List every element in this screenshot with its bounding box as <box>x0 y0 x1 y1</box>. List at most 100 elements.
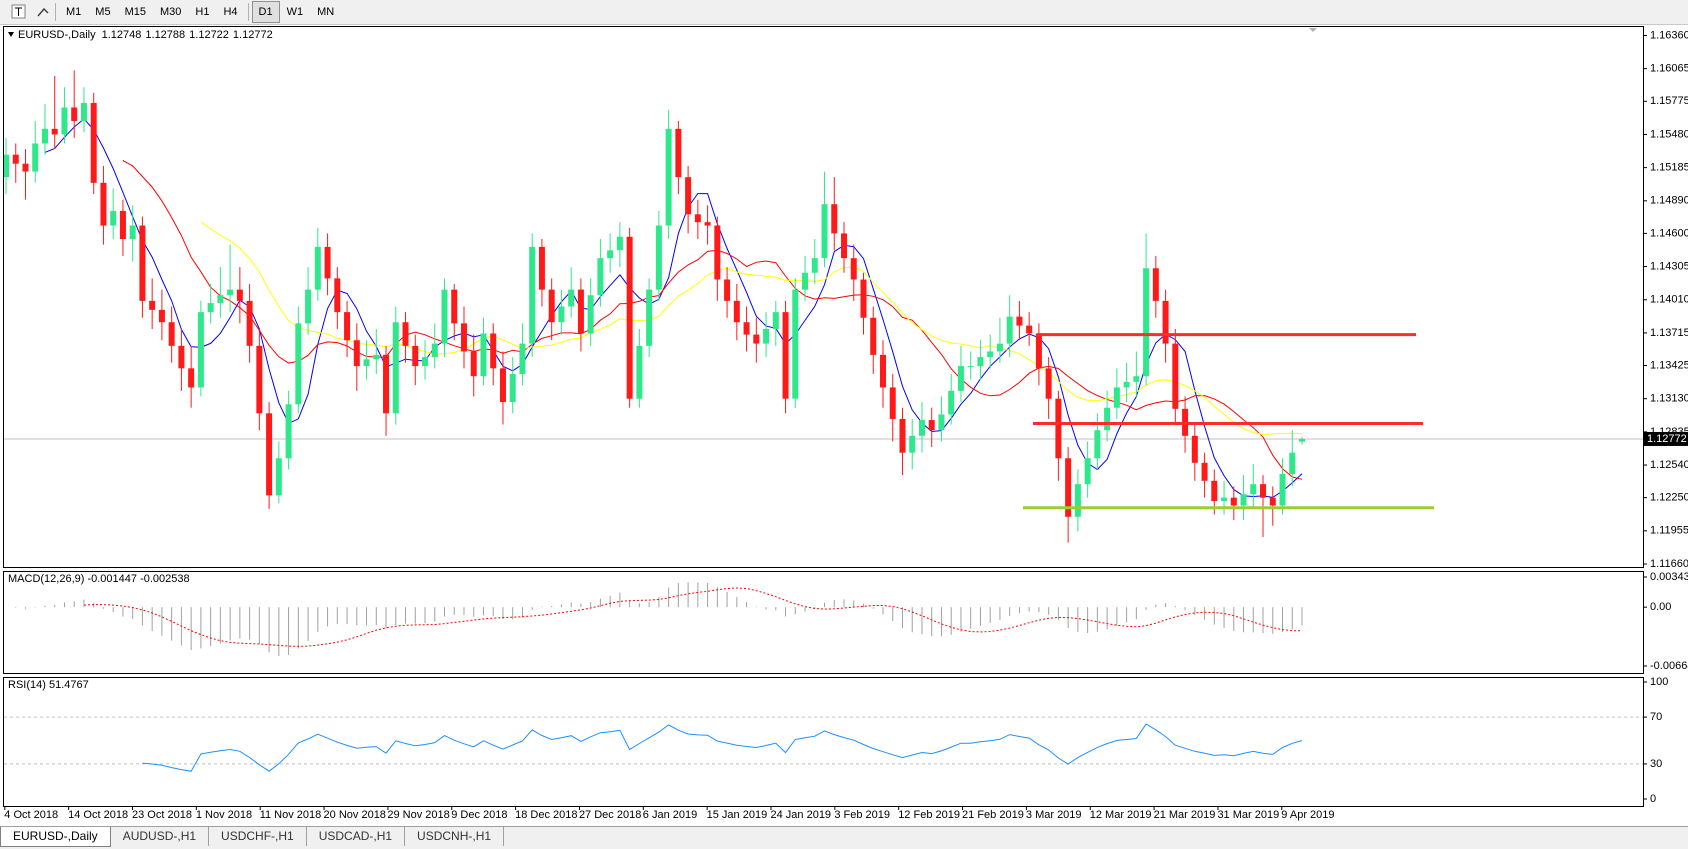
candle-body <box>1279 474 1286 506</box>
x-tick-label: 1 Nov 2018 <box>196 809 252 821</box>
candle-body <box>499 368 506 403</box>
x-tick-label: 23 Oct 2018 <box>132 809 192 821</box>
candle-body <box>1104 407 1111 431</box>
candle-body <box>957 366 964 391</box>
candle-body <box>1055 398 1062 459</box>
candle-body <box>100 182 107 226</box>
candle-body <box>948 390 955 415</box>
x-tick-label: 24 Jan 2019 <box>771 809 832 821</box>
panel-layer <box>142 723 1303 772</box>
candle-body <box>188 368 195 388</box>
moving-average <box>44 118 1303 498</box>
chart-tab[interactable]: AUDUSD-,H1 <box>111 827 210 846</box>
timeframe-button[interactable]: M30 <box>159 6 182 18</box>
candle-body <box>227 289 234 296</box>
candle-body <box>1201 462 1208 481</box>
y-tick-label: 1.11955 <box>1650 525 1688 537</box>
candle-body <box>392 322 399 414</box>
candle-body <box>149 300 156 310</box>
x-tick-label: 12 Mar 2019 <box>1090 809 1152 821</box>
objects-icon[interactable] <box>37 7 49 17</box>
macd-signal <box>83 587 1303 647</box>
candle-body <box>860 279 867 318</box>
candle-body <box>383 354 390 414</box>
candle-body <box>139 225 146 301</box>
candle-body <box>607 250 614 259</box>
candle-body <box>1191 435 1198 463</box>
timeframe-button[interactable]: MN <box>317 6 335 18</box>
candle-body <box>909 435 916 453</box>
candle-body <box>1269 497 1276 506</box>
candle-body <box>451 289 458 324</box>
y-tick-label: 1.13425 <box>1650 359 1688 371</box>
price-tag <box>1644 431 1688 446</box>
candle-body <box>246 300 253 346</box>
candle-body <box>568 289 575 307</box>
macd-tick-label: -0.006686 <box>1650 660 1688 672</box>
candle-body <box>1084 458 1091 485</box>
x-tick-label: 3 Feb 2019 <box>834 809 890 821</box>
x-tick-label: 15 Jan 2019 <box>707 809 768 821</box>
rsi-label: RSI(14) 51.4767 <box>8 679 89 691</box>
y-tick-label: 1.14305 <box>1650 260 1688 272</box>
candle-body <box>743 322 750 335</box>
candle-body <box>1035 333 1042 369</box>
chart-tab[interactable]: USDCNH-,H1 <box>405 827 505 846</box>
timeframe-button[interactable]: M15 <box>124 6 146 18</box>
rsi-panel-border <box>3 677 1644 807</box>
chart-tab[interactable]: USDCAD-,H1 <box>307 827 406 846</box>
candle-body <box>1143 268 1150 377</box>
timeframe-button[interactable]: W1 <box>286 6 304 18</box>
header-close: 1.12772 <box>233 29 273 41</box>
candle-body <box>1016 316 1023 326</box>
x-tick-label: 9 Apr 2019 <box>1281 809 1334 821</box>
candle-body <box>129 225 136 240</box>
y-tick-label: 1.12540 <box>1650 459 1688 471</box>
candle-body <box>80 102 87 121</box>
chart-tabs: EURUSD-,Daily AUDUSD-,H1 USDCHF-,H1 USDCAD-… <box>0 826 1688 849</box>
y-tick-label: 1.16360 <box>1650 29 1688 41</box>
y-tick-label: 1.12250 <box>1650 492 1688 504</box>
candle-body <box>753 334 760 344</box>
timeframe-button[interactable]: M5 <box>95 6 111 18</box>
candle-body <box>509 373 516 403</box>
timeframe-buttons: M1 M5 M15 M30 H1 H4 D1 W1 MN <box>59 1 341 23</box>
candle-body <box>90 102 97 183</box>
candle-body <box>1289 452 1296 475</box>
candle-body <box>1113 387 1120 408</box>
x-tick-label: 14 Oct 2018 <box>68 809 128 821</box>
rsi-line <box>142 723 1303 772</box>
x-tick-label: 29 Nov 2018 <box>387 809 449 821</box>
candle-body <box>373 354 380 360</box>
y-tick-label: 1.11660 <box>1650 558 1688 570</box>
chart-tab[interactable]: EURUSD-,Daily <box>0 827 111 847</box>
candle-body <box>275 458 282 496</box>
candle-body <box>733 300 740 323</box>
chart-tab[interactable]: USDCHF-,H1 <box>209 827 307 846</box>
rsi-tick-label: 100 <box>1650 676 1668 688</box>
toolbar: M1 M5 M15 M30 H1 H4 D1 W1 MN <box>0 0 1688 25</box>
candle-body <box>704 222 711 226</box>
x-tick-label: 31 Mar 2019 <box>1217 809 1279 821</box>
shift-marker <box>1309 28 1317 32</box>
timeframe-button[interactable]: H4 <box>223 6 238 18</box>
candle-body <box>32 143 39 172</box>
candle-body <box>1211 480 1218 502</box>
candle-body <box>519 343 526 374</box>
candle-body <box>792 289 799 399</box>
timeframe-button[interactable]: M1 <box>66 6 82 18</box>
timeframe-button[interactable]: H1 <box>195 6 210 18</box>
candle-body <box>1260 484 1267 498</box>
candle-body <box>928 420 935 431</box>
candle-body <box>724 279 731 301</box>
x-tick-label: 12 Feb 2019 <box>898 809 960 821</box>
candle-body <box>4 154 9 178</box>
candle-body <box>879 354 886 388</box>
candle-body <box>334 278 341 313</box>
candle-body <box>938 414 945 431</box>
candle-body <box>61 107 68 135</box>
candle-body <box>987 351 994 358</box>
timeframe-button[interactable]: D1 <box>251 1 280 23</box>
candle-body <box>694 214 701 223</box>
candle-body <box>1133 376 1140 382</box>
